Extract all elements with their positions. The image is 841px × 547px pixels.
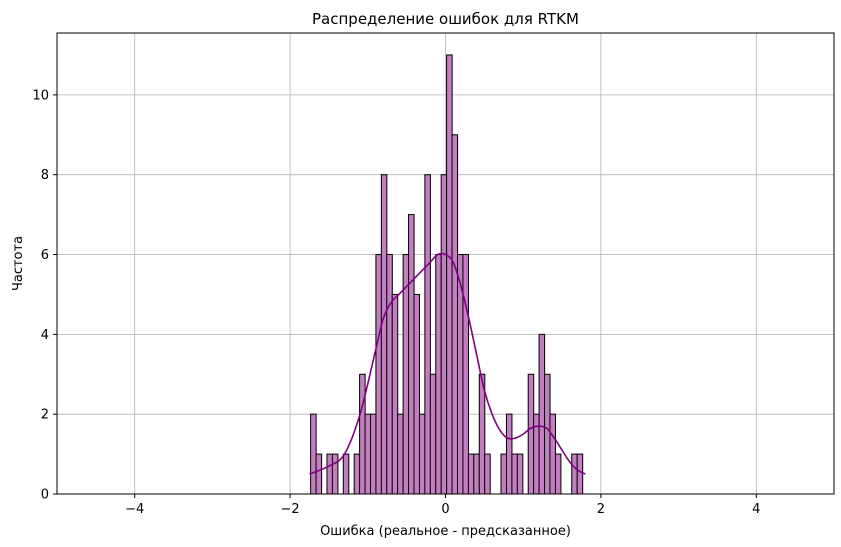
histogram-bar <box>549 413 556 495</box>
y-tick-label: 10 <box>32 88 49 103</box>
histogram-bar <box>446 54 453 495</box>
histogram-bar <box>554 453 562 495</box>
histogram-bar <box>391 293 399 495</box>
histogram-bar <box>326 453 333 495</box>
y-tick-label: 0 <box>41 488 49 503</box>
histogram-bar <box>505 413 513 495</box>
histogram-bar <box>408 214 415 495</box>
y-tick-label: 6 <box>41 248 49 263</box>
y-tick-label: 8 <box>41 168 49 183</box>
histogram-bar <box>467 453 475 495</box>
histogram-bar <box>402 254 410 495</box>
histogram-bar <box>331 453 339 495</box>
histogram-bar <box>511 453 518 495</box>
histogram-bar <box>516 453 524 495</box>
histogram-bar <box>413 293 421 495</box>
histogram-bar <box>310 413 317 495</box>
histogram-bar <box>380 174 388 495</box>
histogram-bar <box>342 453 350 495</box>
histogram-bar <box>315 453 323 495</box>
histogram-bar <box>538 333 546 495</box>
histogram-bar <box>473 453 480 495</box>
histogram-bar <box>440 174 448 495</box>
chart-title: Распределение ошибок для RTKM <box>312 10 579 28</box>
histogram-bar <box>397 413 404 495</box>
x-tick-label: 2 <box>597 502 605 517</box>
x-tick-label: −4 <box>125 502 144 517</box>
histogram-bar <box>369 413 377 495</box>
histogram-bar <box>364 413 372 495</box>
histogram-bar <box>544 373 551 495</box>
histogram-bar <box>435 254 442 495</box>
histogram-bar <box>353 453 361 495</box>
histogram-bar <box>462 254 469 495</box>
x-tick-label: −2 <box>281 502 300 517</box>
histogram-bar <box>527 373 535 495</box>
y-axis-label: Частота <box>11 236 26 291</box>
axis-ticks: −4 −2 0 2 4 0 2 4 6 8 10 <box>32 88 760 517</box>
histogram-bar <box>418 413 426 495</box>
histogram-bar <box>359 373 366 495</box>
histogram-bar <box>375 254 382 495</box>
histogram-bar <box>424 174 431 495</box>
x-axis-label: Ошибка (реальное - предсказанное) <box>320 524 571 539</box>
histogram-bar <box>500 453 508 495</box>
histogram-bar <box>429 373 437 495</box>
histogram-bar <box>386 254 393 495</box>
kde-curve <box>309 252 586 475</box>
histogram-bar <box>451 134 459 495</box>
histogram-bar <box>576 453 584 495</box>
y-tick-label: 2 <box>41 408 49 423</box>
y-tick-label: 4 <box>41 328 49 343</box>
histogram-bar <box>571 453 578 495</box>
x-tick-label: 0 <box>441 502 449 517</box>
histogram-bar <box>484 453 491 495</box>
x-tick-label: 4 <box>752 502 760 517</box>
histogram-bar <box>478 373 486 495</box>
